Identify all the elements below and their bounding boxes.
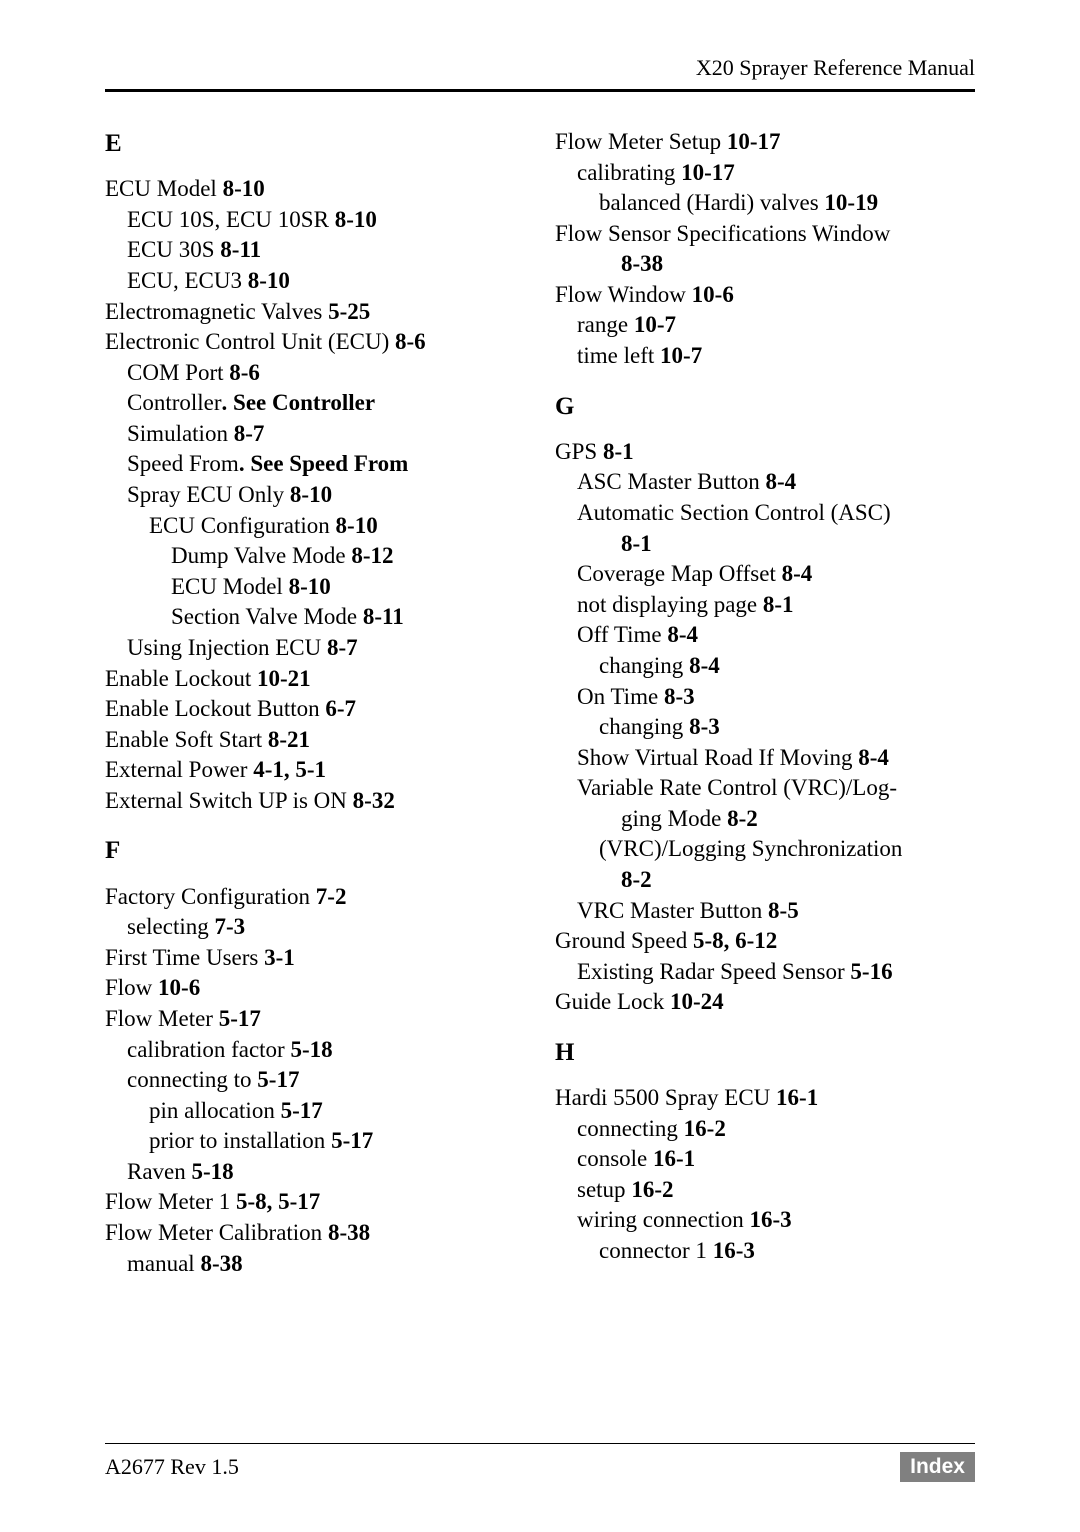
entry: Enable Soft Start 8-21 bbox=[105, 725, 525, 756]
entry: Enable Lockout Button 6-7 bbox=[105, 694, 525, 725]
page-footer: A2677 Rev 1.5 Index bbox=[105, 1443, 975, 1482]
entry: calibrating 10-17 bbox=[577, 158, 975, 189]
entry: Variable Rate Control (VRC)/Log- bbox=[577, 773, 975, 804]
entry: External Power 4-1, 5-1 bbox=[105, 755, 525, 786]
entry: ECU, ECU3 8-10 bbox=[127, 266, 525, 297]
entry: wiring connection 16-3 bbox=[577, 1205, 975, 1236]
entry: Spray ECU Only 8-10 bbox=[127, 480, 525, 511]
entry: time left 10-7 bbox=[577, 341, 975, 372]
entry: Enable Lockout 10-21 bbox=[105, 664, 525, 695]
entry: Flow Meter 5-17 bbox=[105, 1004, 525, 1035]
footer-revision: A2677 Rev 1.5 bbox=[105, 1454, 239, 1480]
section-letter-e: E bbox=[105, 127, 525, 160]
entry: balanced (Hardi) valves 10-19 bbox=[599, 188, 975, 219]
entry: Flow Window 10-6 bbox=[555, 280, 975, 311]
right-column: Flow Meter Setup 10-17 calibrating 10-17… bbox=[555, 127, 975, 1279]
entry: range 10-7 bbox=[577, 310, 975, 341]
entry: not displaying page 8-1 bbox=[577, 590, 975, 621]
index-columns: E ECU Model 8-10 ECU 10S, ECU 10SR 8-10 … bbox=[105, 127, 975, 1279]
entry: setup 16-2 bbox=[577, 1175, 975, 1206]
entry: Flow Sensor Specifications Window bbox=[555, 219, 975, 250]
entry: Using Injection ECU 8-7 bbox=[127, 633, 525, 664]
entry: Dump Valve Mode 8-12 bbox=[171, 541, 525, 572]
entry: Ground Speed 5-8, 6-12 bbox=[555, 926, 975, 957]
entry: Show Virtual Road If Moving 8-4 bbox=[577, 743, 975, 774]
page: X20 Sprayer Reference Manual E ECU Model… bbox=[0, 0, 1080, 1532]
entry: COM Port 8-6 bbox=[127, 358, 525, 389]
entry: Coverage Map Offset 8-4 bbox=[577, 559, 975, 590]
entry: Existing Radar Speed Sensor 5-16 bbox=[577, 957, 975, 988]
entry: ECU 30S 8-11 bbox=[127, 235, 525, 266]
section-letter-g: G bbox=[555, 390, 975, 423]
entry: connecting to 5-17 bbox=[127, 1065, 525, 1096]
entry: ASC Master Button 8-4 bbox=[577, 467, 975, 498]
entry: 8-1 bbox=[621, 529, 975, 560]
section-letter-f: F bbox=[105, 834, 525, 867]
entry: External Switch UP is ON 8-32 bbox=[105, 786, 525, 817]
entry: Hardi 5500 Spray ECU 16-1 bbox=[555, 1083, 975, 1114]
entry: calibration factor 5-18 bbox=[127, 1035, 525, 1066]
entry: changing 8-4 bbox=[599, 651, 975, 682]
footer-index-tag: Index bbox=[900, 1452, 975, 1482]
entry: On Time 8-3 bbox=[577, 682, 975, 713]
entry: selecting 7-3 bbox=[127, 912, 525, 943]
entry: (VRC)/Logging Synchronization bbox=[599, 834, 975, 865]
entry: changing 8-3 bbox=[599, 712, 975, 743]
entry: connecting 16-2 bbox=[577, 1114, 975, 1145]
entry: ECU Configuration 8-10 bbox=[149, 511, 525, 542]
entry: Factory Configuration 7-2 bbox=[105, 882, 525, 913]
entry: Flow 10-6 bbox=[105, 973, 525, 1004]
entry: Flow Meter Setup 10-17 bbox=[555, 127, 975, 158]
entry: pin allocation 5-17 bbox=[149, 1096, 525, 1127]
entry: First Time Users 3-1 bbox=[105, 943, 525, 974]
entry: manual 8-38 bbox=[127, 1249, 525, 1280]
entry: console 16-1 bbox=[577, 1144, 975, 1175]
left-column: E ECU Model 8-10 ECU 10S, ECU 10SR 8-10 … bbox=[105, 127, 525, 1279]
entry: Flow Meter Calibration 8-38 bbox=[105, 1218, 525, 1249]
page-header: X20 Sprayer Reference Manual bbox=[105, 55, 975, 92]
entry: 8-38 bbox=[621, 249, 975, 280]
section-letter-h: H bbox=[555, 1036, 975, 1069]
entry: prior to installation 5-17 bbox=[149, 1126, 525, 1157]
entry: ECU Model 8-10 bbox=[171, 572, 525, 603]
entry: Off Time 8-4 bbox=[577, 620, 975, 651]
entry: Speed From. See Speed From bbox=[127, 449, 525, 480]
entry: Flow Meter 1 5-8, 5-17 bbox=[105, 1187, 525, 1218]
entry: Guide Lock 10-24 bbox=[555, 987, 975, 1018]
entry: Automatic Section Control (ASC) bbox=[577, 498, 975, 529]
entry: Simulation 8-7 bbox=[127, 419, 525, 450]
entry: VRC Master Button 8-5 bbox=[577, 896, 975, 927]
entry: connector 1 16-3 bbox=[599, 1236, 975, 1267]
entry: ECU Model 8-10 bbox=[105, 174, 525, 205]
entry: GPS 8-1 bbox=[555, 437, 975, 468]
entry: Electronic Control Unit (ECU) 8-6 bbox=[105, 327, 525, 358]
entry: ECU 10S, ECU 10SR 8-10 bbox=[127, 205, 525, 236]
entry: Electromagnetic Valves 5-25 bbox=[105, 297, 525, 328]
entry: ging Mode 8-2 bbox=[621, 804, 975, 835]
entry: 8-2 bbox=[621, 865, 975, 896]
entry: Controller. See Controller bbox=[127, 388, 525, 419]
entry: Section Valve Mode 8-11 bbox=[171, 602, 525, 633]
entry: Raven 5-18 bbox=[127, 1157, 525, 1188]
